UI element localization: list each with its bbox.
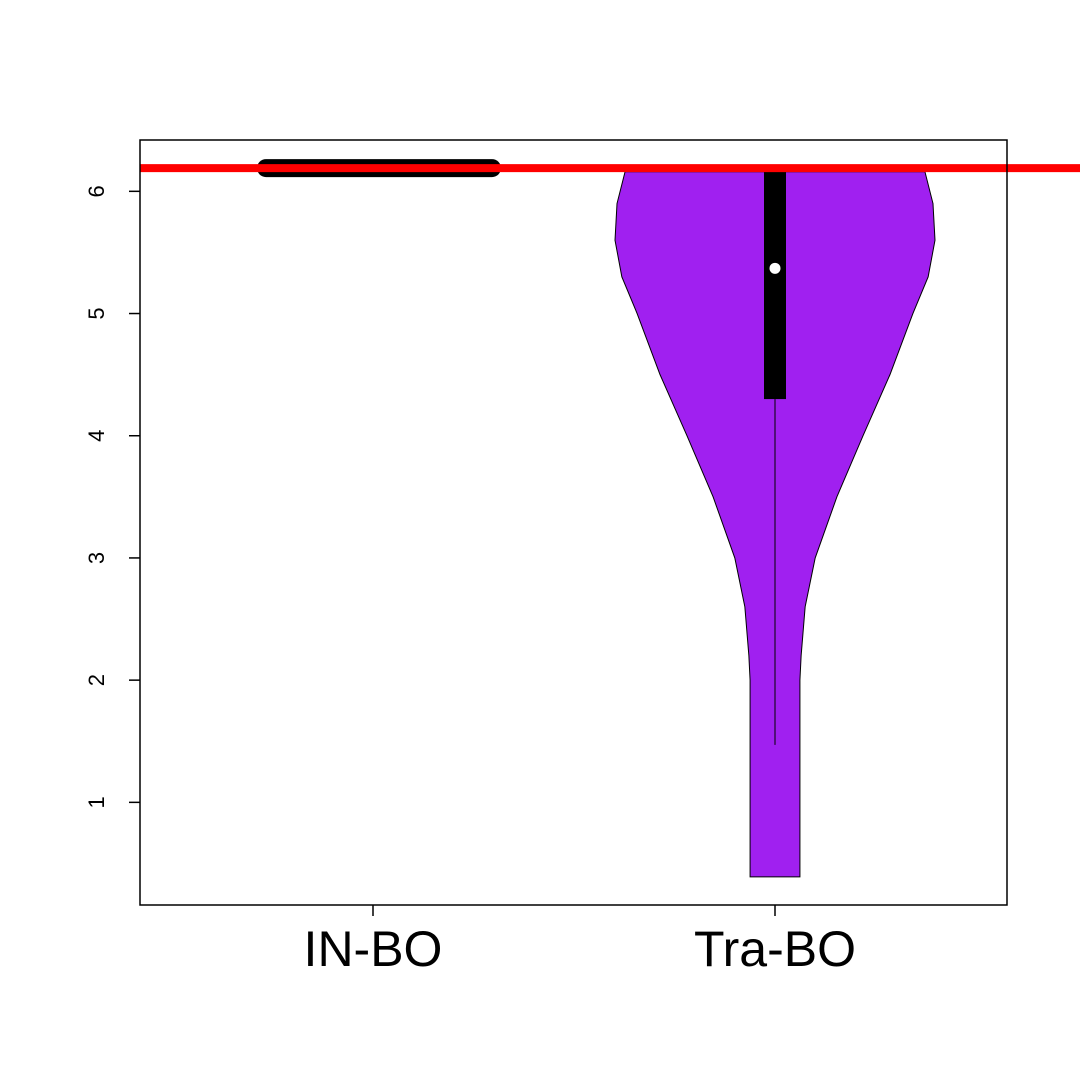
y-tick-label: 5 — [84, 307, 109, 319]
median — [769, 262, 781, 274]
x-tick-label: IN-BO — [304, 921, 443, 977]
box — [764, 171, 786, 400]
plot-frame — [139, 139, 1008, 906]
violin-half — [615, 171, 775, 877]
violin-half — [775, 171, 935, 877]
y-tick-label: 1 — [84, 796, 109, 808]
x-tick-label: Tra-BO — [694, 921, 856, 977]
y-tick-label: 2 — [84, 674, 109, 686]
y-tick-label: 3 — [84, 552, 109, 564]
y-tick-label: 4 — [84, 430, 109, 442]
violin-outline — [614, 171, 936, 878]
y-tick-label: 6 — [84, 185, 109, 197]
